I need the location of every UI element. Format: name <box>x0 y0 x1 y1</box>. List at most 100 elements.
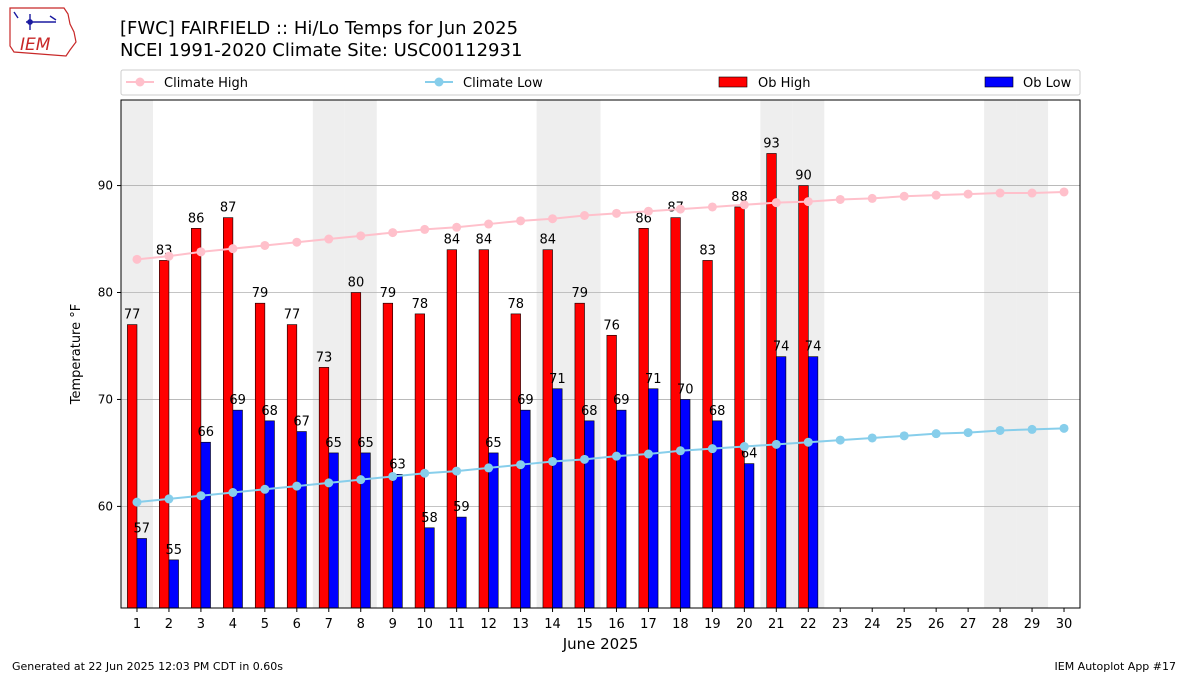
climate-low-point-10 <box>420 468 430 478</box>
climate-low-point-29 <box>1027 424 1037 434</box>
ob-high-label-19: 83 <box>699 243 716 258</box>
ob-high-label-5: 79 <box>252 286 269 301</box>
ob-low-label-13: 69 <box>517 393 534 408</box>
ob-low-label-16: 69 <box>613 393 630 408</box>
xtick-label-9: 9 <box>389 617 397 632</box>
ytick-label-80: 80 <box>98 286 113 300</box>
xtick-label-28: 28 <box>992 617 1009 632</box>
xtick-label-20: 20 <box>736 617 753 632</box>
climate-low-point-30 <box>1059 423 1069 433</box>
climate-high-point-16 <box>611 208 621 218</box>
xtick-label-25: 25 <box>896 617 913 632</box>
weekend-shade-29 <box>1016 100 1049 608</box>
climate-high-point-17 <box>643 206 653 216</box>
climate-high-point-10 <box>420 224 430 234</box>
ob-low-bar-14 <box>552 388 563 609</box>
climate-high-point-21 <box>771 198 781 208</box>
ob-high-label-11: 84 <box>444 233 461 248</box>
ytick-label-90: 90 <box>98 179 113 193</box>
climate-high-point-20 <box>739 200 749 210</box>
climate-low-line <box>136 427 1065 504</box>
climate-low-point-8 <box>356 475 366 485</box>
climate-high-point-25 <box>899 191 909 201</box>
climate-high-point-24 <box>867 193 877 203</box>
climate-low-point-17 <box>643 449 653 459</box>
ob-low-bar-13 <box>520 409 531 609</box>
ob-low-bar-5 <box>264 420 275 609</box>
ob-low-bar-11 <box>456 516 467 609</box>
ob-high-bar-14 <box>542 249 553 609</box>
ob-low-label-1: 57 <box>134 521 151 536</box>
ob-low-label-10: 58 <box>421 511 438 526</box>
climate-high-line <box>136 190 1065 261</box>
ytick-label-60: 60 <box>98 499 113 513</box>
climate-low-point-1 <box>132 497 142 507</box>
climate-high-point-27 <box>963 189 973 199</box>
ob-low-bar-10 <box>424 527 435 609</box>
ob-low-bar-16 <box>616 409 627 609</box>
ob-high-bar-19 <box>702 260 713 609</box>
ob-high-bar-12 <box>478 249 489 609</box>
ob-low-label-14: 71 <box>549 372 566 387</box>
xtick-label-22: 22 <box>800 617 817 632</box>
xtick-label-3: 3 <box>197 617 205 632</box>
ob-high-bar-9 <box>382 302 394 609</box>
ob-high-label-9: 79 <box>380 286 397 301</box>
ob-high-label-22: 90 <box>795 169 812 184</box>
legend-ob-low-swatch <box>984 76 1014 88</box>
climate-low-point-28 <box>995 425 1005 435</box>
climate-high-point-14 <box>548 214 558 224</box>
ob-high-bar-18 <box>670 217 681 609</box>
ob-low-bar-1 <box>136 538 147 609</box>
ytick-label-70: 70 <box>98 392 113 406</box>
ob-low-label-17: 71 <box>645 372 662 387</box>
xtick-label-1: 1 <box>133 617 141 632</box>
ob-high-label-4: 87 <box>220 201 237 216</box>
xtick-label-11: 11 <box>448 617 465 632</box>
xtick-label-2: 2 <box>165 617 173 632</box>
climate-low-point-4 <box>228 487 238 497</box>
xtick-label-16: 16 <box>608 617 625 632</box>
ob-low-label-21: 74 <box>773 340 790 355</box>
ob-low-label-11: 59 <box>453 500 470 515</box>
xtick-label-18: 18 <box>672 617 689 632</box>
ob-low-bar-17 <box>648 388 659 609</box>
xtick-label-17: 17 <box>640 617 657 632</box>
ob-high-label-13: 78 <box>508 297 525 312</box>
ob-low-label-12: 65 <box>485 436 502 451</box>
xtick-label-24: 24 <box>864 617 881 632</box>
climate-low-point-27 <box>963 428 973 438</box>
climate-high-point-30 <box>1059 187 1069 197</box>
ob-high-label-6: 77 <box>284 308 301 323</box>
ob-low-bar-20 <box>744 463 755 609</box>
climate-high-point-1 <box>132 254 142 264</box>
climate-high-point-6 <box>292 237 302 247</box>
climate-high-point-26 <box>931 190 941 200</box>
climate-high-point-7 <box>324 234 334 244</box>
generated-note: Generated at 22 Jun 2025 12:03 PM CDT in… <box>12 660 284 673</box>
ob-high-bar-10 <box>414 313 425 609</box>
ob-low-label-6: 67 <box>293 415 310 430</box>
legend-ob-low-label: Ob Low <box>1023 76 1072 91</box>
ob-high-label-1: 77 <box>124 308 141 323</box>
climate-low-point-14 <box>548 456 558 466</box>
ob-low-label-22: 74 <box>805 340 822 355</box>
legend-climate-high-label: Climate High <box>164 76 248 91</box>
xtick-label-10: 10 <box>416 617 433 632</box>
climate-low-point-6 <box>292 481 302 491</box>
climate-high-point-9 <box>388 228 398 238</box>
ob-low-label-19: 68 <box>709 404 726 419</box>
climate-high-point-4 <box>228 244 238 254</box>
ob-low-label-4: 69 <box>229 393 246 408</box>
climate-low-point-13 <box>516 460 526 470</box>
ob-low-bar-4 <box>232 409 243 609</box>
climate-low-point-5 <box>260 484 270 494</box>
legend-climate-low-marker <box>434 77 444 87</box>
climate-low-point-9 <box>388 471 398 481</box>
ob-low-label-9: 63 <box>389 457 406 472</box>
xtick-label-21: 21 <box>768 617 785 632</box>
climate-low-point-7 <box>324 478 334 488</box>
xtick-label-29: 29 <box>1024 617 1041 632</box>
ob-low-bar-3 <box>200 441 211 609</box>
